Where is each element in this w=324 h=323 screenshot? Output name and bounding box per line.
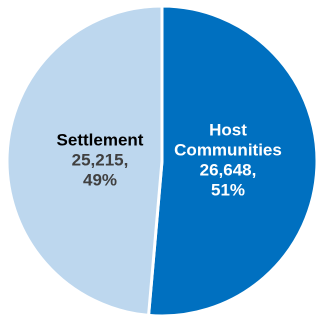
slice-name-label: Communities (174, 140, 282, 159)
slice-name-label: Settlement (57, 130, 144, 149)
slice-value-label: 25,215, (72, 150, 129, 169)
slice-value-label: 26,648, (200, 160, 257, 179)
pie-slice-settlement (5, 4, 164, 317)
slice-percent-label: 51% (211, 180, 245, 199)
slice-name-label: Host (209, 120, 247, 139)
slice-percent-label: 49% (83, 170, 117, 189)
pie-slice-host-communities (147, 4, 319, 318)
pie-slices (5, 4, 319, 318)
